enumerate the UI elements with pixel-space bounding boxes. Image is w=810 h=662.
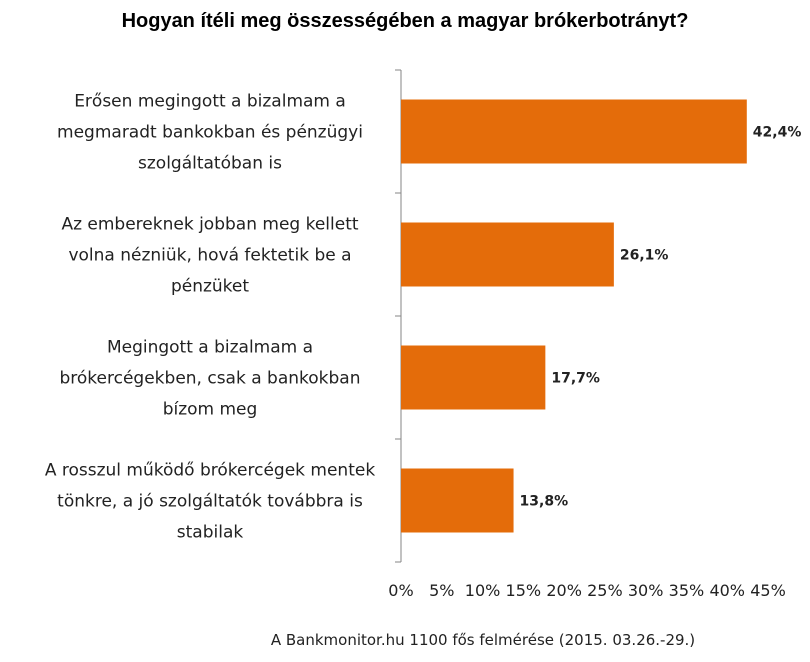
category-label-line: stabilak	[177, 523, 244, 543]
category-label-line: bízom meg	[163, 400, 258, 420]
bar-1	[401, 99, 747, 164]
category-label-line: tönkre, a jó szolgáltatók továbbra is	[57, 492, 363, 512]
category-label-line: pénzüket	[171, 277, 249, 297]
bar-3	[401, 345, 546, 410]
data-label-2: 26,1%	[620, 248, 669, 264]
plot-area: 42,4% Erősen megingott a bizalmam a megmar…	[45, 69, 802, 600]
x-tick-label: 45%	[750, 581, 786, 600]
x-tick-label: 25%	[587, 581, 623, 600]
x-tick-label: 15%	[506, 581, 542, 600]
category-label-line: A rosszul működő brókercégek mentek	[45, 461, 376, 481]
category-label-line: Az embereknek jobban meg kellett	[61, 215, 358, 235]
x-tick-label: 0%	[388, 581, 413, 600]
x-tick-label: 35%	[669, 581, 705, 600]
x-tick-label: 40%	[709, 581, 745, 600]
x-tick-label: 20%	[546, 581, 582, 600]
x-tick-label: 30%	[628, 581, 664, 600]
data-label-4: 13,8%	[520, 494, 569, 510]
category-label-2: Az embereknek jobban meg kellett volna né…	[61, 215, 358, 297]
category-label-line: brókercégekben, csak a bankokban	[60, 369, 361, 389]
category-label-line: Megingott a bizalmam a	[107, 338, 313, 358]
x-tick-label: 5%	[429, 581, 454, 600]
category-label-3: Megingott a bizalmam a brókercégekben, cs…	[60, 338, 361, 420]
category-label-4: A rosszul működő brókercégek mentek tönkr…	[45, 461, 376, 543]
data-label-3: 17,7%	[551, 371, 600, 387]
category-label-line: szolgáltatóban is	[138, 154, 282, 174]
bar-2	[401, 222, 614, 287]
bar-4	[401, 468, 514, 533]
category-label-line: Erősen megingott a bizalmam a	[74, 92, 346, 112]
chart-title: Hogyan ítéli meg összességében a magyar …	[122, 10, 689, 32]
category-label-line: megmaradt bankokban és pénzügyi	[57, 123, 363, 143]
data-label-1: 42,4%	[753, 125, 802, 141]
category-label-1: Erősen megingott a bizalmam a megmaradt b…	[57, 92, 363, 174]
category-label-line: volna nézniük, hová fektetik be a	[68, 246, 351, 266]
source-note: A Bankmonitor.hu 1100 fős felmérése (201…	[271, 631, 695, 649]
x-tick-label: 10%	[465, 581, 501, 600]
